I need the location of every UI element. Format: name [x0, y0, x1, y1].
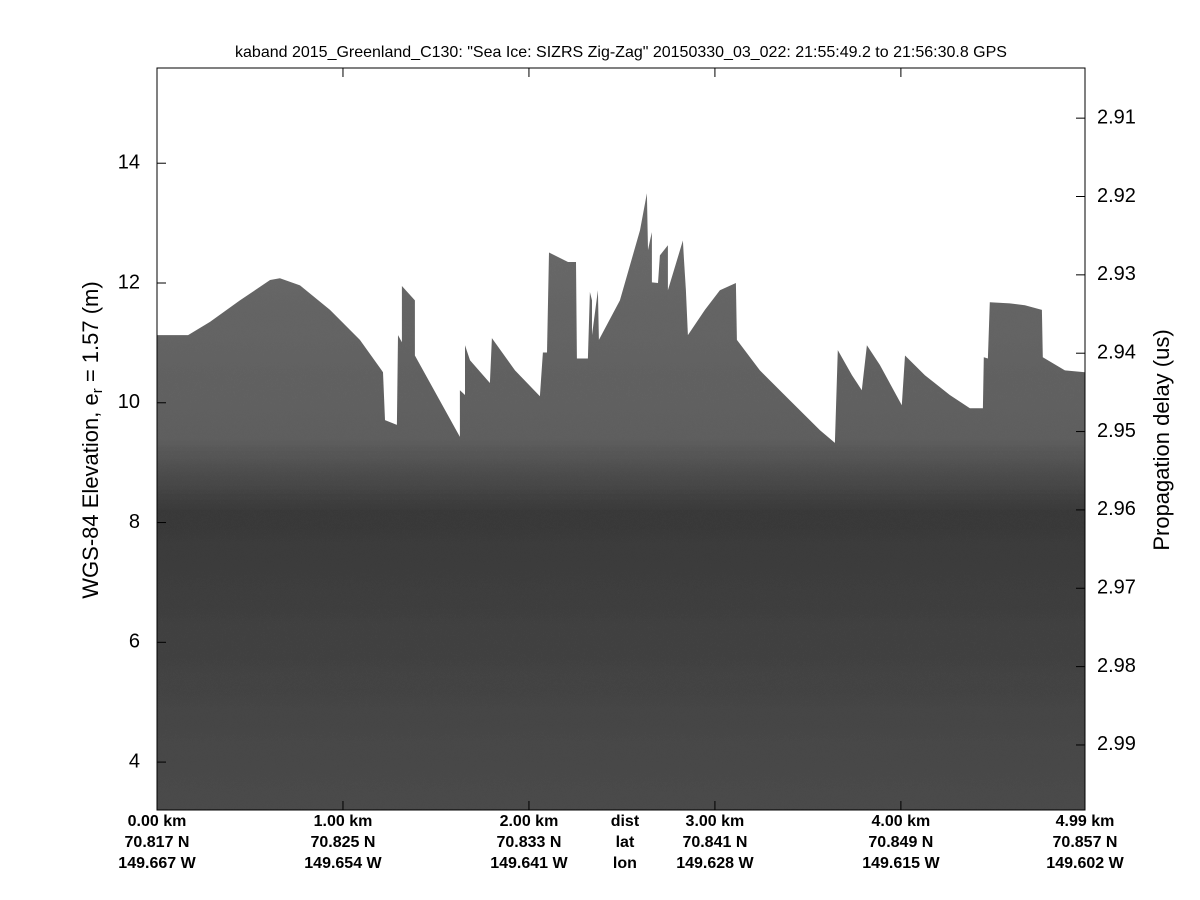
x-tick-lat: 70.841 N	[682, 834, 747, 851]
y-axis-label: WGS-84 Elevation, er = 1.57 (m)	[78, 281, 106, 598]
row-label: lon	[613, 855, 637, 872]
y2-axis-label: Propagation delay (us)	[1149, 329, 1174, 550]
x-tick-lon: 149.602 W	[1046, 855, 1124, 872]
x-tick-lon: 149.641 W	[490, 855, 568, 872]
x-tick-lat: 70.825 N	[311, 834, 376, 851]
y2-tick-label: 2.98	[1097, 655, 1136, 677]
x-tick-lat: 70.817 N	[125, 834, 190, 851]
y-tick-label: 12	[118, 271, 140, 293]
chart-title: kaband 2015_Greenland_C130: "Sea Ice: SI…	[235, 44, 1007, 61]
x-tick-lon: 149.628 W	[676, 855, 754, 872]
y2-tick-label: 2.95	[1097, 420, 1136, 442]
y2-tick-label: 2.92	[1097, 185, 1136, 207]
x-tick-lon: 149.615 W	[862, 855, 940, 872]
x-tick-lat: 70.849 N	[868, 834, 933, 851]
x-tick-label: 4.00 km	[872, 813, 931, 830]
row-label: dist	[611, 813, 640, 830]
y-tick-label: 14	[118, 152, 140, 174]
y-tick-label: 10	[118, 391, 140, 413]
x-tick-lon: 149.654 W	[304, 855, 382, 872]
x-tick-label: 3.00 km	[686, 813, 745, 830]
y2-tick-label: 2.99	[1097, 733, 1136, 755]
x-tick-label: 4.99 km	[1056, 813, 1115, 830]
y-tick-label: 8	[129, 511, 140, 533]
y2-tick-label: 2.93	[1097, 263, 1136, 285]
echogram-surface	[157, 193, 1085, 810]
y2-tick-label: 2.97	[1097, 577, 1136, 599]
x-tick-lon: 149.667 W	[118, 855, 196, 872]
y-tick-label: 6	[129, 631, 140, 653]
y2-tick-label: 2.91	[1097, 106, 1136, 128]
x-tick-label: 1.00 km	[314, 813, 373, 830]
y2-tick-label: 2.96	[1097, 498, 1136, 520]
y-tick-label: 4	[129, 750, 140, 772]
x-tick-label: 0.00 km	[128, 813, 187, 830]
x-tick-label: 2.00 km	[500, 813, 559, 830]
row-label: lat	[616, 834, 635, 851]
y-label-main: WGS-84 Elevation, e	[78, 393, 103, 598]
x-tick-lat: 70.833 N	[496, 834, 561, 851]
plot-frame	[156, 67, 1086, 811]
y-label-sub: r	[89, 388, 106, 393]
x-tick-lat: 70.857 N	[1053, 834, 1118, 851]
y-label-suffix: = 1.57 (m)	[78, 281, 103, 388]
y2-tick-label: 2.94	[1097, 341, 1136, 363]
